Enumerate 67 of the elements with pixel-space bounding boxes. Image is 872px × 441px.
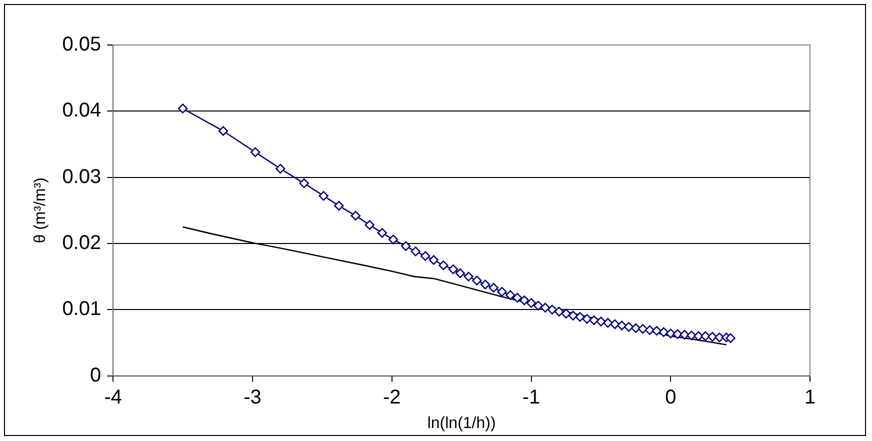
point xyxy=(410,246,420,256)
point xyxy=(519,296,530,306)
point xyxy=(455,268,466,278)
point xyxy=(464,272,474,282)
x-tick-label: -1 xyxy=(522,386,540,408)
point xyxy=(658,327,669,337)
point xyxy=(438,260,448,270)
y-tick-label: 0.01 xyxy=(62,298,102,320)
point xyxy=(554,306,564,316)
point xyxy=(589,315,599,326)
point xyxy=(350,210,360,221)
point xyxy=(582,314,592,324)
point xyxy=(526,298,536,308)
point xyxy=(318,190,328,201)
point xyxy=(644,325,655,335)
point xyxy=(505,290,516,300)
point xyxy=(488,282,498,293)
x-tick-label: 0 xyxy=(665,386,676,408)
y-tick-label: 0 xyxy=(90,364,102,386)
point xyxy=(672,329,682,339)
point xyxy=(428,255,439,265)
point xyxy=(686,330,696,340)
point xyxy=(276,164,286,174)
point xyxy=(480,280,490,290)
point xyxy=(638,324,648,334)
y-axis-title: θ (m³/m³) xyxy=(32,178,50,244)
x-axis-title: ln(ln(1/h)) xyxy=(427,414,496,432)
y-tick-label: 0.03 xyxy=(62,166,102,188)
y-tick-label: 0.05 xyxy=(62,34,102,56)
point xyxy=(624,322,634,332)
point xyxy=(250,147,260,158)
point xyxy=(472,276,482,286)
point xyxy=(218,126,228,136)
point xyxy=(540,302,550,313)
point xyxy=(334,200,344,211)
point xyxy=(700,331,710,341)
point xyxy=(666,328,676,338)
point xyxy=(596,316,606,326)
x-tick-label: 1 xyxy=(804,386,816,408)
point xyxy=(630,323,641,334)
point xyxy=(610,319,620,330)
point xyxy=(420,251,430,261)
x-tick-label: -3 xyxy=(244,386,262,408)
point xyxy=(388,234,398,244)
point xyxy=(575,312,585,322)
x-tick-label: -4 xyxy=(104,386,122,408)
point xyxy=(364,220,374,230)
point xyxy=(400,241,411,251)
y-tick-label: 0.02 xyxy=(62,232,102,254)
point xyxy=(512,292,522,303)
point xyxy=(377,228,387,238)
point xyxy=(714,332,724,342)
point xyxy=(299,178,309,188)
point xyxy=(726,333,736,343)
y-tick-label: 0.04 xyxy=(62,100,102,122)
point xyxy=(448,264,458,274)
x-tick-label: -2 xyxy=(382,386,401,408)
point xyxy=(616,320,627,330)
point xyxy=(533,300,544,311)
point xyxy=(694,331,704,341)
point xyxy=(652,326,662,336)
point xyxy=(561,308,571,318)
point xyxy=(178,104,188,114)
point xyxy=(497,286,507,297)
point xyxy=(603,318,613,328)
point xyxy=(568,310,578,320)
point xyxy=(547,304,558,314)
